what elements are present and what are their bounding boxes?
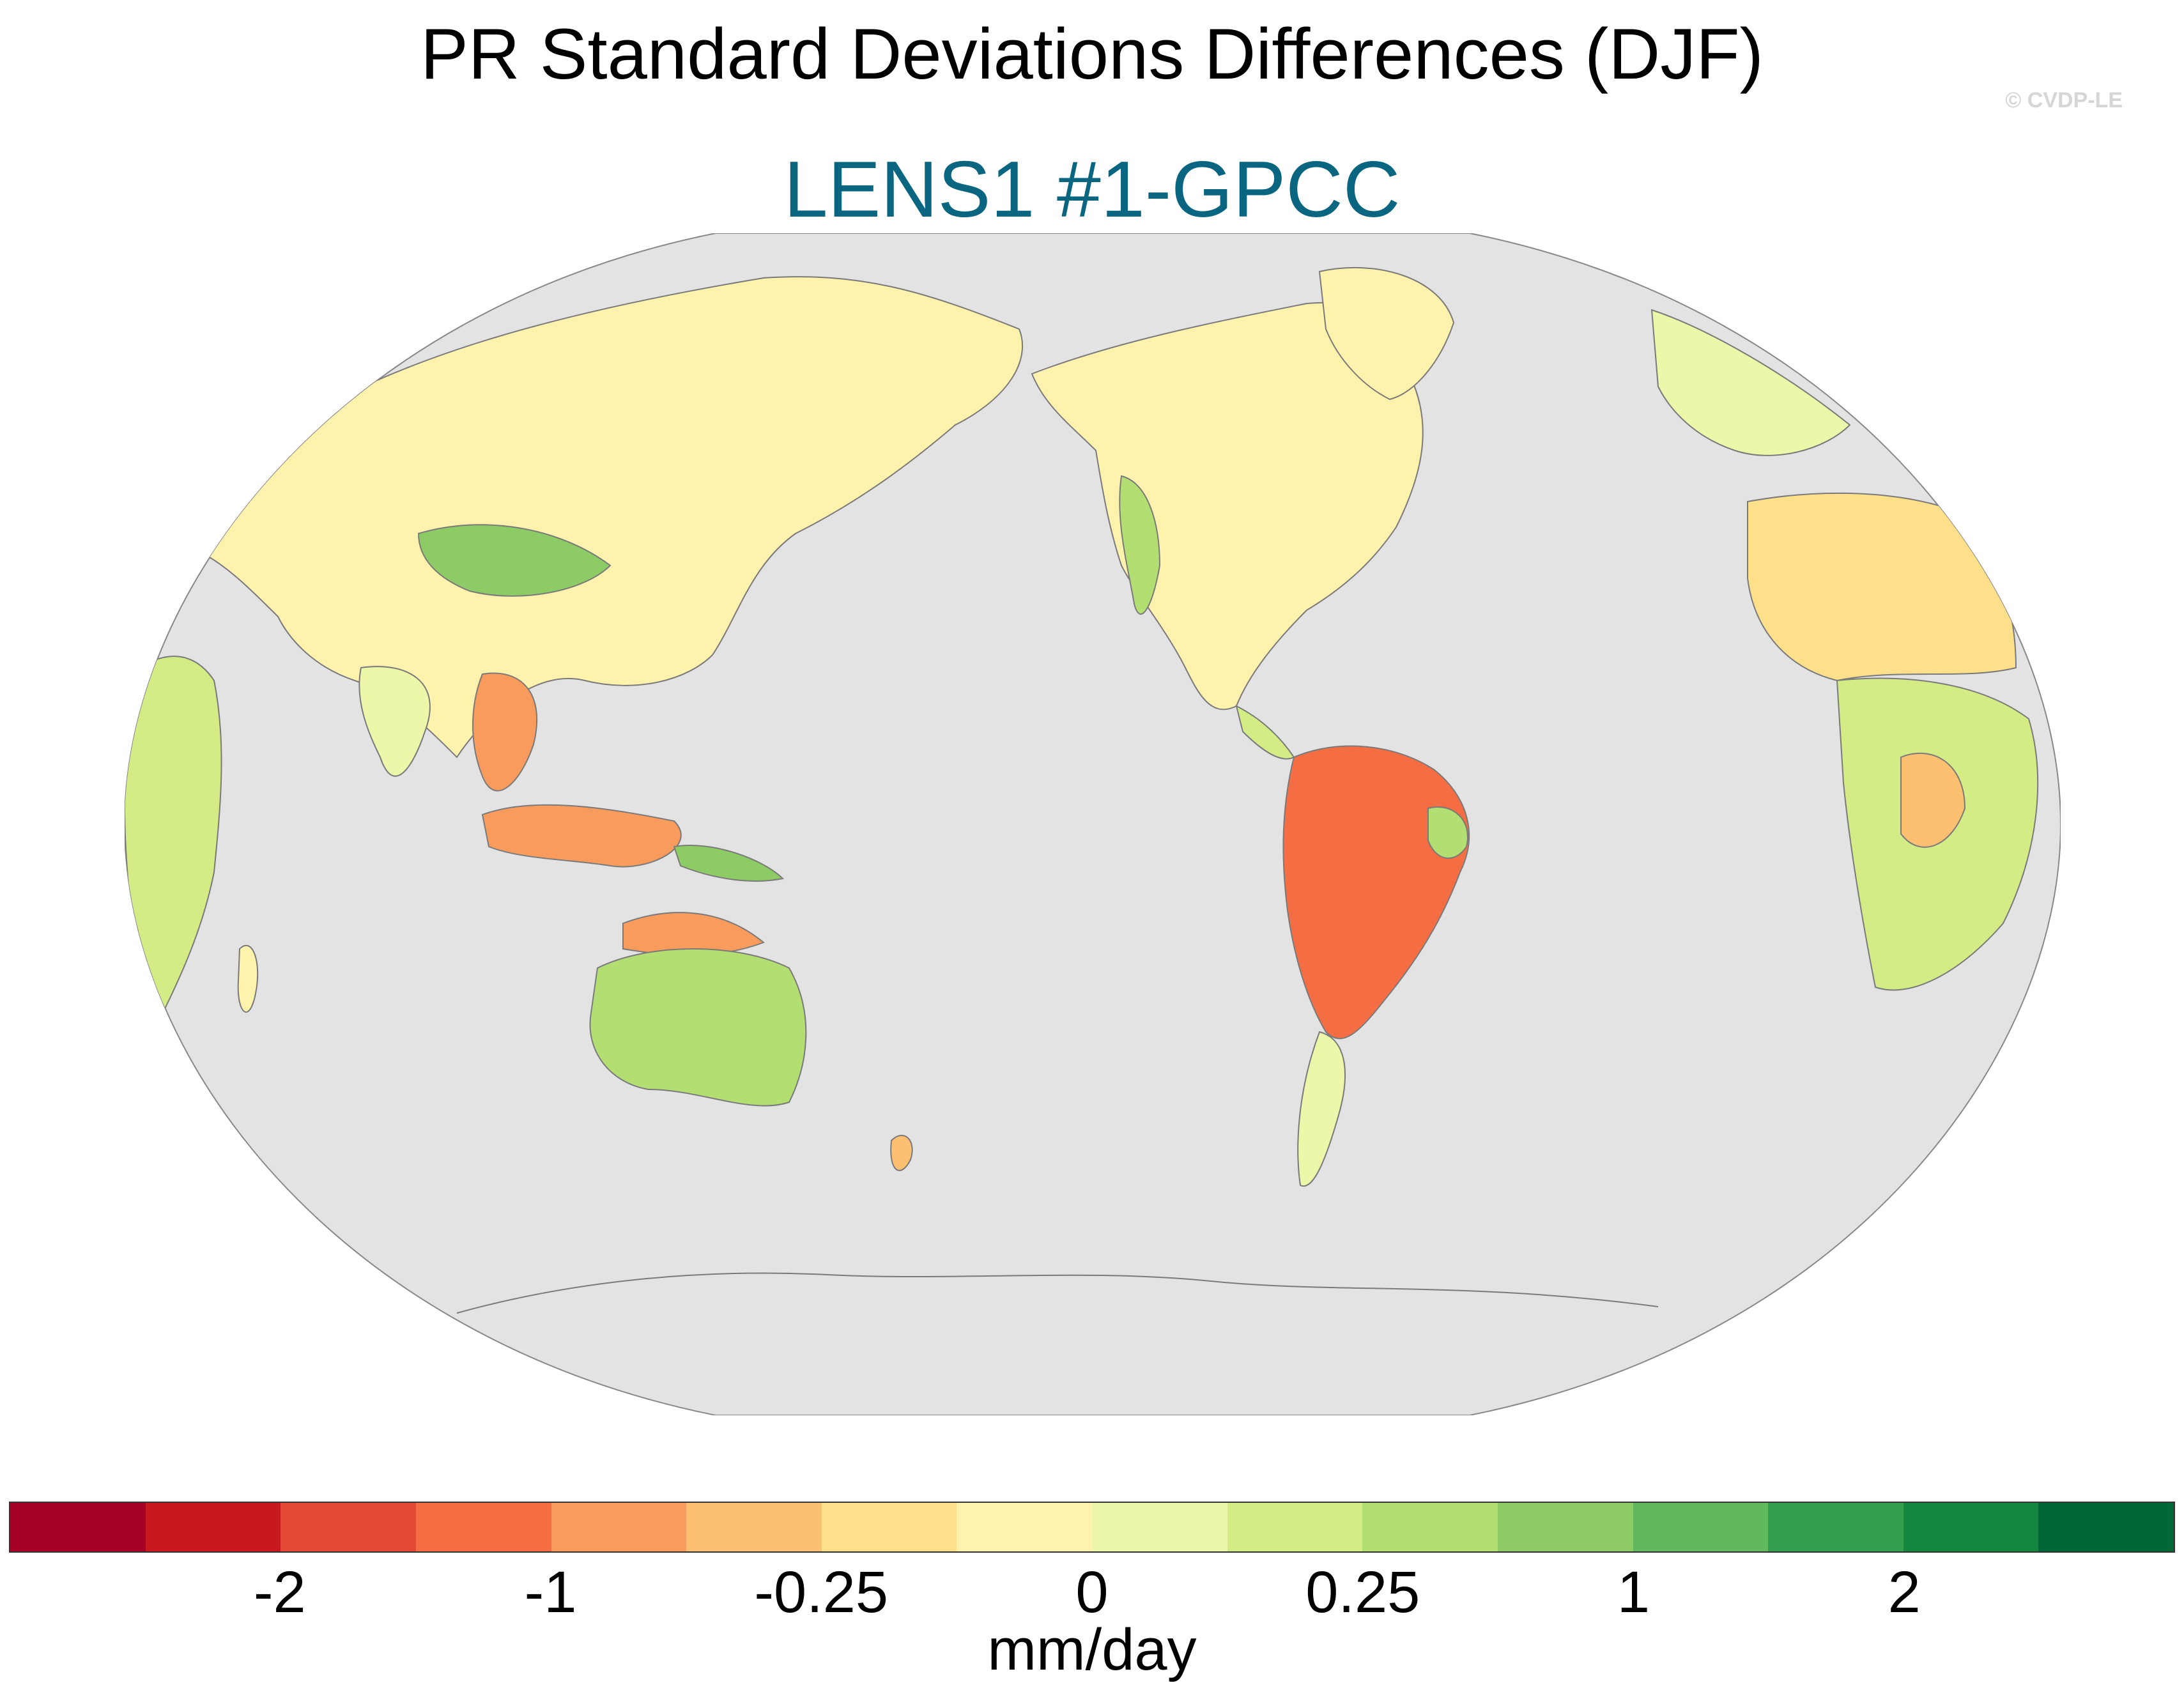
colorbar-swatch — [1227, 1503, 1363, 1551]
colorbar-swatch — [415, 1503, 551, 1551]
colorbar-tick-label: 0 — [1075, 1560, 1109, 1625]
land-greenland — [1318, 267, 1455, 401]
land-new-zealand — [890, 1134, 913, 1171]
land-north-africa — [1747, 492, 2017, 682]
colorbar-tick-label: 1 — [1617, 1560, 1650, 1625]
colorbar-swatch — [1768, 1503, 1903, 1551]
land-europe — [1650, 309, 1851, 456]
colorbar-tick-label: 0.25 — [1305, 1560, 1420, 1625]
land-tibet — [417, 524, 611, 597]
colorbar-tick-label: 2 — [1888, 1560, 1921, 1625]
colorbar-swatch — [551, 1503, 687, 1551]
land-layer — [125, 267, 2039, 1314]
colorbar-tick-label: -2 — [253, 1560, 306, 1625]
land-southern-south-america — [1297, 1031, 1346, 1187]
watermark: © CVDP-LE — [2005, 88, 2123, 112]
colorbar-swatch — [10, 1503, 146, 1551]
colorbar-swatch — [1633, 1503, 1769, 1551]
antarctica-coastline — [456, 1272, 1659, 1314]
colorbar — [9, 1502, 2175, 1553]
land-india — [358, 666, 431, 777]
land-central-africa — [1900, 752, 1966, 848]
colorbar-swatch — [957, 1503, 1092, 1551]
colorbar-swatch — [2038, 1503, 2174, 1551]
colorbar-swatch — [1497, 1503, 1633, 1551]
land-western-north-america — [1119, 475, 1161, 615]
land-australia — [589, 948, 807, 1107]
land-south-america — [1282, 745, 1470, 1040]
colorbar-tick-label: -0.25 — [754, 1560, 889, 1625]
land-new-guinea — [673, 845, 785, 882]
world-map — [125, 233, 2061, 1415]
colorbar-tick-label: -1 — [524, 1560, 577, 1625]
colorbar-swatch — [145, 1503, 281, 1551]
colorbar-swatch — [281, 1503, 416, 1551]
land-southeast-asia — [472, 672, 538, 792]
colorbar-swatch — [1903, 1503, 2039, 1551]
land-maritime-continent — [481, 804, 682, 868]
colorbar-swatch — [1092, 1503, 1227, 1551]
land-south-america-east — [1427, 806, 1468, 859]
land-madagascar — [237, 944, 259, 1013]
panel-subtitle: LENS1 #1-GPCC — [783, 146, 1401, 234]
colorbar-swatch — [821, 1503, 957, 1551]
land-north-america — [1031, 302, 1424, 711]
colorbar-units: mm/day — [987, 1617, 1197, 1682]
land-eurasia — [200, 276, 1023, 758]
colorbar-swatch — [1362, 1503, 1498, 1551]
colorbar-swatch — [686, 1503, 822, 1551]
figure-title: PR Standard Deviations Differences (DJF) — [420, 14, 1764, 94]
